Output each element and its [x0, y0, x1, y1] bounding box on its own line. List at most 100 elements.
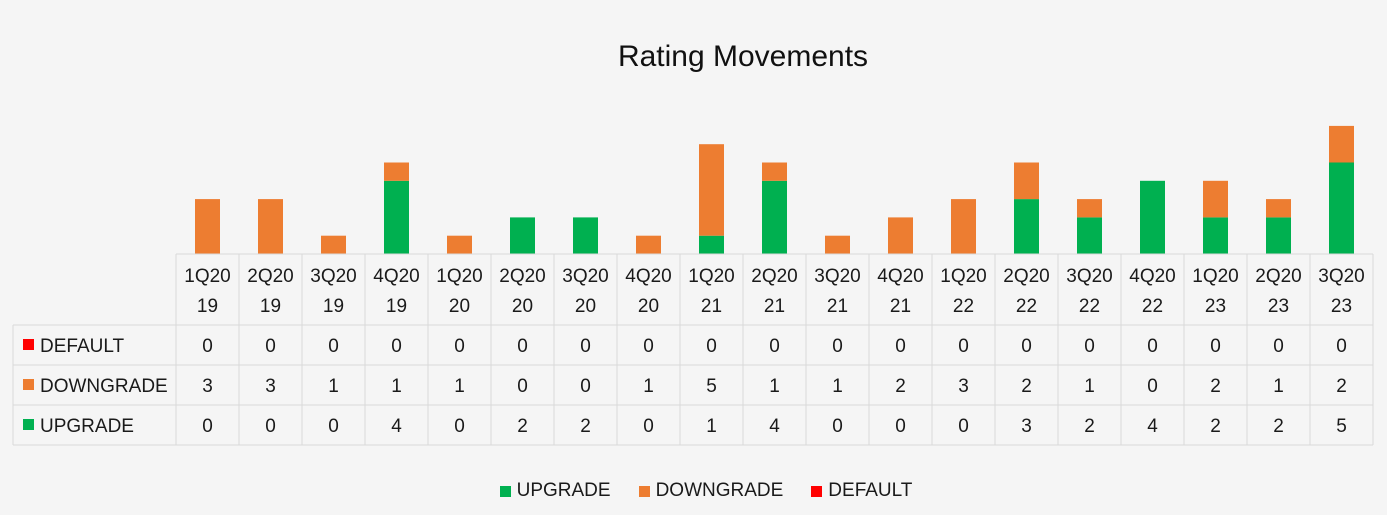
- table-cell: 0: [517, 336, 528, 357]
- bar-downgrade-2Q2023: [1266, 199, 1291, 218]
- table-cell: 0: [1147, 336, 1158, 357]
- table-cell: 3: [1021, 416, 1032, 437]
- category-label-line1: 2Q20: [1003, 266, 1049, 287]
- table-cell: 0: [958, 416, 969, 437]
- category-label-line2: 19: [323, 296, 344, 317]
- bar-upgrade-2Q2022: [1014, 199, 1039, 254]
- table-cell: 0: [328, 336, 339, 357]
- table-cell: 0: [895, 416, 906, 437]
- table-cell: 0: [1210, 336, 1221, 357]
- bar-downgrade-1Q2023: [1203, 180, 1228, 218]
- table-cell: 0: [202, 416, 213, 437]
- bar-downgrade-2Q2021: [762, 162, 787, 181]
- table-cell: 1: [643, 376, 654, 397]
- bar-upgrade-1Q2021: [699, 235, 724, 254]
- table-cell: 2: [517, 416, 528, 437]
- table-cell: 0: [769, 336, 780, 357]
- category-label-line2: 21: [764, 296, 785, 317]
- category-label-line1: 2Q20: [499, 266, 545, 287]
- table-cell: 0: [265, 336, 276, 357]
- category-label-line2: 23: [1331, 296, 1352, 317]
- table-cell: 2: [895, 376, 906, 397]
- category-label-line1: 1Q20: [1192, 266, 1238, 287]
- bar-upgrade-4Q2022: [1140, 180, 1165, 254]
- bar-downgrade-4Q2021: [888, 217, 913, 254]
- category-label-line2: 20: [575, 296, 596, 317]
- data-table: 1Q20192Q20193Q20194Q20191Q20202Q20203Q20…: [12, 253, 1374, 446]
- category-label-line1: 4Q20: [373, 266, 419, 287]
- category-label-line1: 3Q20: [1318, 266, 1364, 287]
- category-label-line1: 4Q20: [1129, 266, 1175, 287]
- table-cell: 5: [1336, 416, 1347, 437]
- category-label-line2: 22: [1142, 296, 1163, 317]
- bar-downgrade-4Q2020: [636, 235, 661, 254]
- table-cell: 1: [328, 376, 339, 397]
- table-cell: 0: [1273, 336, 1284, 357]
- category-label-line1: 1Q20: [184, 266, 230, 287]
- category-label-line2: 20: [512, 296, 533, 317]
- table-cell: 0: [580, 336, 591, 357]
- bar-downgrade-3Q2022: [1077, 199, 1102, 218]
- table-cell: 2: [1084, 416, 1095, 437]
- table-cell: 1: [706, 416, 717, 437]
- bar-upgrade-2Q2023: [1266, 217, 1291, 254]
- table-cell: 0: [706, 336, 717, 357]
- category-label-line2: 21: [827, 296, 848, 317]
- table-cell: 4: [1147, 416, 1158, 437]
- table-cell: 0: [1021, 336, 1032, 357]
- table-cell: 1: [769, 376, 780, 397]
- category-label-line2: 19: [197, 296, 218, 317]
- table-cell: 2: [1210, 376, 1221, 397]
- category-label-line2: 22: [1016, 296, 1037, 317]
- bar-downgrade-1Q2021: [699, 144, 724, 236]
- plot-area: [195, 125, 1354, 254]
- table-cell: 2: [1210, 416, 1221, 437]
- bar-downgrade-2Q2022: [1014, 162, 1039, 200]
- table-cell: 0: [328, 416, 339, 437]
- table-cell: 2: [580, 416, 591, 437]
- category-label-line1: 2Q20: [751, 266, 797, 287]
- category-label-line1: 1Q20: [436, 266, 482, 287]
- category-label-line2: 23: [1205, 296, 1226, 317]
- table-cell: 0: [1084, 336, 1095, 357]
- category-label-line2: 20: [449, 296, 470, 317]
- category-label-line2: 23: [1268, 296, 1289, 317]
- table-cell: 0: [454, 336, 465, 357]
- legend-swatch: [638, 485, 650, 497]
- legend-item-upgrade: UPGRADE: [499, 480, 611, 502]
- bar-upgrade-3Q2022: [1077, 217, 1102, 254]
- table-cell: 1: [1084, 376, 1095, 397]
- table-cell: 4: [391, 416, 402, 437]
- table-cell: 0: [1336, 336, 1347, 357]
- legend: UPGRADE DOWNGRADE DEFAULT: [0, 480, 1387, 502]
- category-label-line2: 22: [953, 296, 974, 317]
- category-label-line1: 3Q20: [814, 266, 860, 287]
- table-cell: 0: [391, 336, 402, 357]
- legend-swatch: [499, 485, 511, 497]
- table-cell: 0: [265, 416, 276, 437]
- table-cell: 0: [517, 376, 528, 397]
- table-cell: 0: [643, 416, 654, 437]
- category-label-line1: 4Q20: [625, 266, 671, 287]
- table-cell: 1: [454, 376, 465, 397]
- bar-upgrade-2Q2020: [510, 217, 535, 254]
- category-label-line1: 3Q20: [310, 266, 356, 287]
- bar-downgrade-1Q2022: [951, 199, 976, 254]
- category-label-line1: 1Q20: [940, 266, 986, 287]
- legend-item-downgrade: DOWNGRADE: [638, 480, 784, 502]
- category-label-line2: 22: [1079, 296, 1100, 317]
- table-cell: 0: [1147, 376, 1158, 397]
- bar-upgrade-2Q2021: [762, 180, 787, 254]
- category-label-line1: 3Q20: [1066, 266, 1112, 287]
- bar-upgrade-3Q2020: [573, 217, 598, 254]
- chart-title: Rating Movements: [617, 40, 869, 73]
- category-label-line1: 3Q20: [562, 266, 608, 287]
- table-cell: 3: [265, 376, 276, 397]
- table-cell: 0: [580, 376, 591, 397]
- legend-label: DOWNGRADE: [655, 480, 784, 501]
- table-cell: 2: [1336, 376, 1347, 397]
- bar-downgrade-1Q2020: [447, 235, 472, 254]
- legend-label: UPGRADE: [516, 480, 611, 501]
- row-label-downgrade: DOWNGRADE: [40, 376, 168, 397]
- bar-upgrade-3Q2023: [1329, 162, 1354, 254]
